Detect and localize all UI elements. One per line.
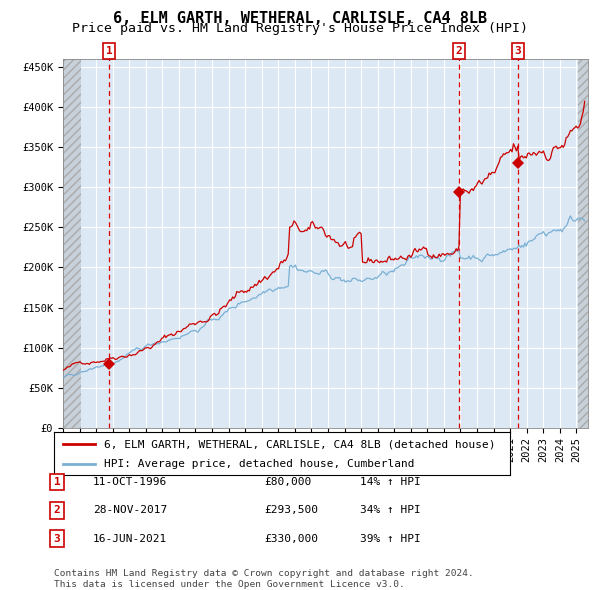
Bar <box>63 59 81 428</box>
Text: 1: 1 <box>53 477 61 487</box>
Text: 2: 2 <box>455 46 463 56</box>
Text: Contains HM Land Registry data © Crown copyright and database right 2024.
This d: Contains HM Land Registry data © Crown c… <box>54 569 474 589</box>
Text: HPI: Average price, detached house, Cumberland: HPI: Average price, detached house, Cumb… <box>104 460 415 469</box>
Text: 3: 3 <box>514 46 521 56</box>
Text: 3: 3 <box>53 534 61 543</box>
Text: £293,500: £293,500 <box>264 506 318 515</box>
Text: £80,000: £80,000 <box>264 477 311 487</box>
Text: 14% ↑ HPI: 14% ↑ HPI <box>360 477 421 487</box>
Text: 1: 1 <box>106 46 112 56</box>
Text: 39% ↑ HPI: 39% ↑ HPI <box>360 534 421 543</box>
Text: 6, ELM GARTH, WETHERAL, CARLISLE, CA4 8LB: 6, ELM GARTH, WETHERAL, CARLISLE, CA4 8L… <box>113 11 487 25</box>
Text: 28-NOV-2017: 28-NOV-2017 <box>93 506 167 515</box>
Text: 6, ELM GARTH, WETHERAL, CARLISLE, CA4 8LB (detached house): 6, ELM GARTH, WETHERAL, CARLISLE, CA4 8L… <box>104 440 496 450</box>
Text: Price paid vs. HM Land Registry's House Price Index (HPI): Price paid vs. HM Land Registry's House … <box>72 22 528 35</box>
Text: 16-JUN-2021: 16-JUN-2021 <box>93 534 167 543</box>
Bar <box>578 59 588 428</box>
Text: 34% ↑ HPI: 34% ↑ HPI <box>360 506 421 515</box>
Text: 2: 2 <box>53 506 61 515</box>
Text: £330,000: £330,000 <box>264 534 318 543</box>
Text: 11-OCT-1996: 11-OCT-1996 <box>93 477 167 487</box>
